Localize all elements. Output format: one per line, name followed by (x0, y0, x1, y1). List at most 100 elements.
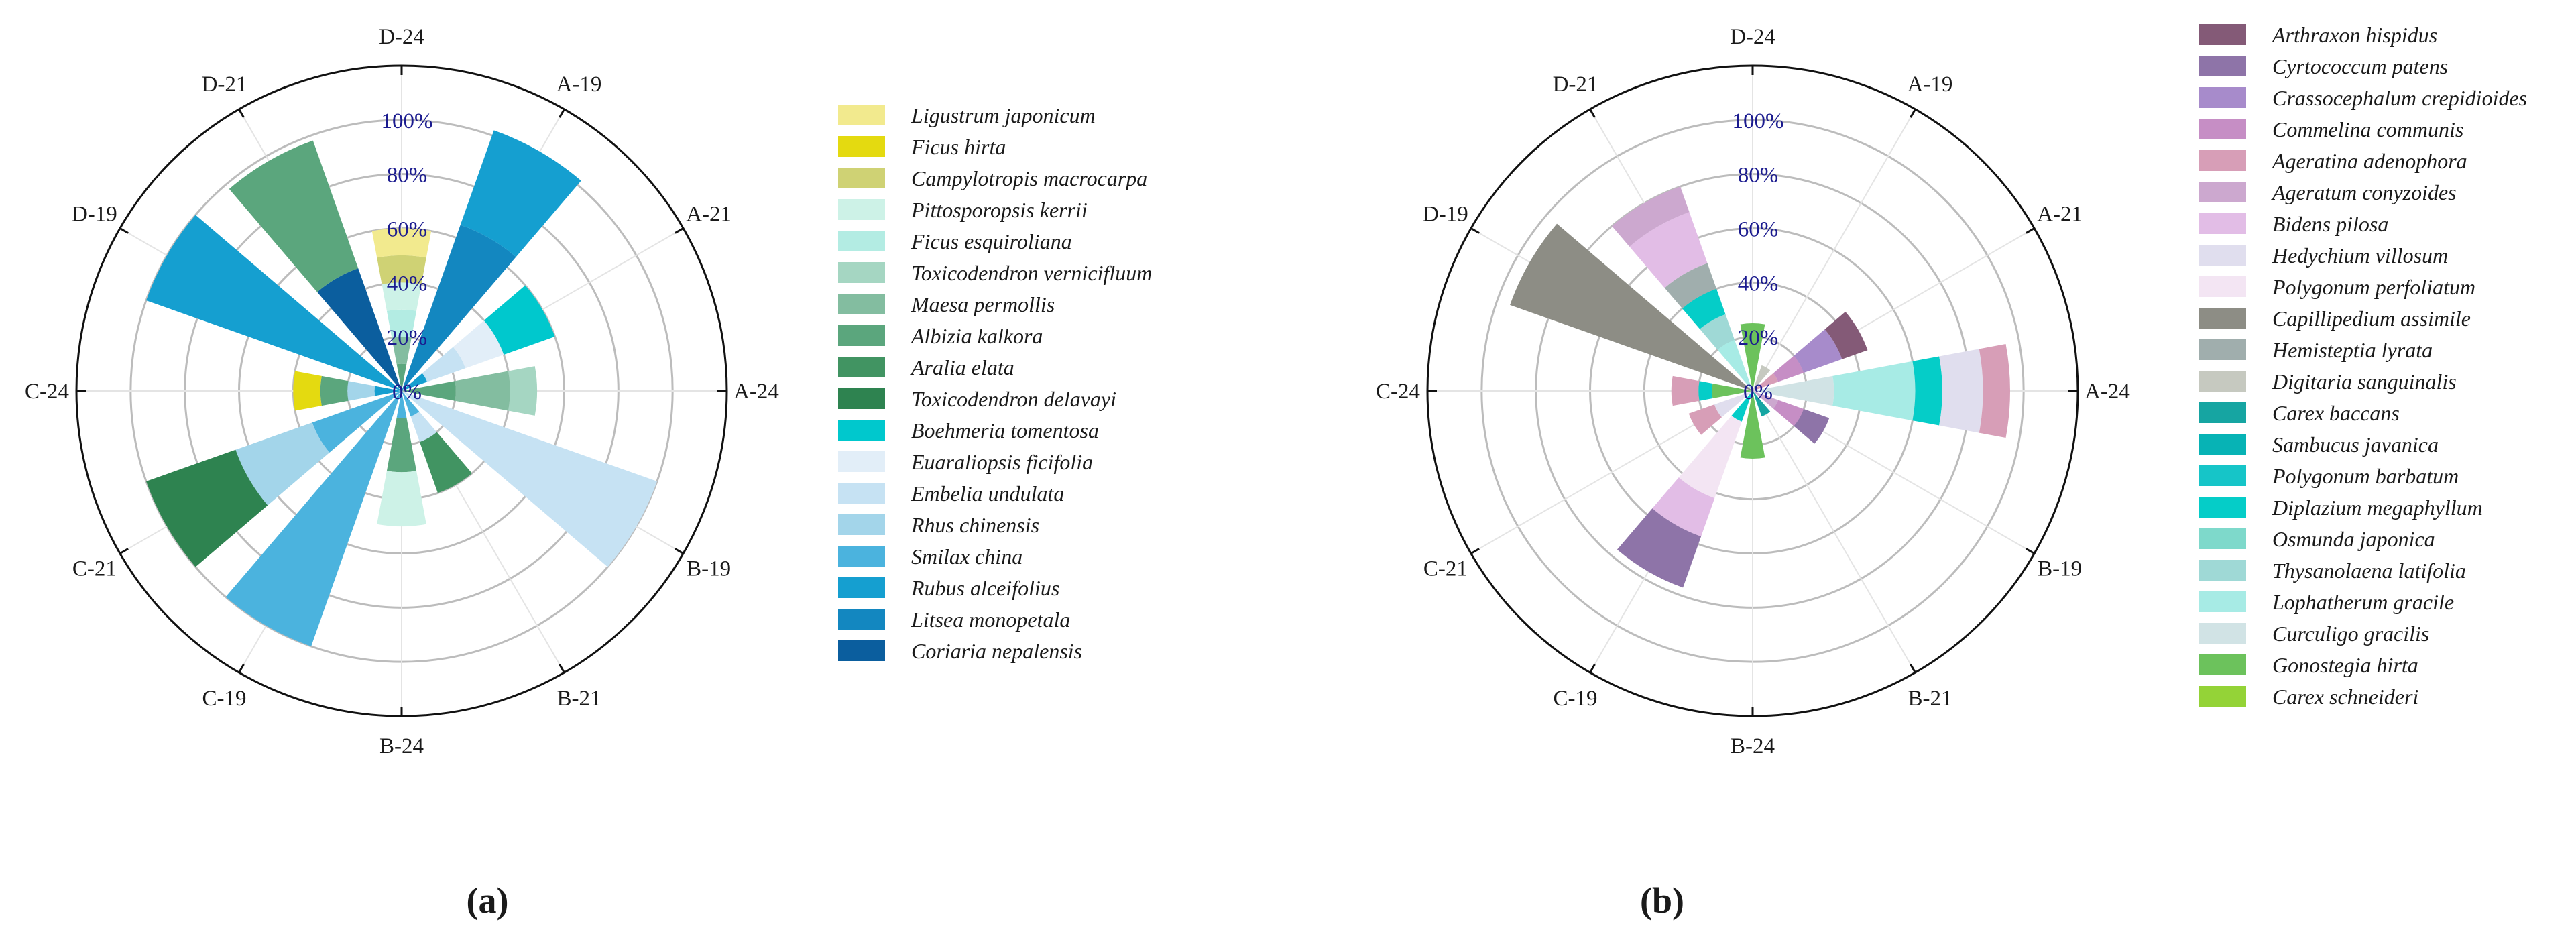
bar-c-21-rhus-chinensis (235, 422, 330, 506)
legend-swatch-commelina-communis (2199, 119, 2246, 139)
bar-b-24-albizia-kalkora (386, 417, 417, 473)
bar-b-24-gonostegia-hirta (1740, 391, 1765, 459)
spoke-b-21-b (1752, 390, 1916, 673)
legend-item-sambucus-javanica: Sambucus javanica (2199, 432, 2439, 457)
legend-a: Ligustrum japonicum Ficus hirta Campylotro… (838, 103, 1152, 663)
legend-label-gonostegia-hirta: Gonostegia hirta (2272, 653, 2418, 677)
legend-item-bidens-pilosa: Bidens pilosa (2199, 212, 2388, 236)
category-label-c-21-b: C-21 (1423, 557, 1468, 581)
bar-b-21-aralia-elata (419, 432, 472, 493)
legend-item-hedychium-villosum: Hedychium villosum (2199, 243, 2448, 268)
legend-swatch-albizia-kalkora (838, 325, 885, 346)
legend-label-lophatherum-gracile: Lophatherum gracile (2272, 590, 2454, 614)
legend-label-polygonum-perfoliatum: Polygonum perfoliatum (2272, 275, 2475, 299)
radial-label-20-b: 20% (1738, 326, 1779, 350)
legend-label-rubus-alceifolius: Rubus alceifolius (911, 576, 1059, 600)
legend-swatch-pittosporopsis-kerrii (838, 199, 885, 220)
category-label-d-24-a: D-24 (379, 25, 424, 49)
bar-a-19-digitaria-sanguinalis (1753, 365, 1771, 391)
legend-item-albizia-kalkora: Albizia kalkora (838, 324, 1043, 348)
category-label-d-21-b: D-21 (1553, 72, 1598, 97)
legend-item-campylotropis-macrocarpa: Campylotropis macrocarpa (838, 166, 1147, 190)
bar-a-21-boehmeria-tomentosa (483, 285, 555, 355)
legend-swatch-gonostegia-hirta (2199, 654, 2246, 675)
polar-chart-a: D-24 A-19 A-21 A-24 B-19 B-21 B-24 C-19 C-21 C-24… (25, 25, 779, 758)
category-label-d-24-b: D-24 (1730, 25, 1775, 49)
legend-label-curculigo-gracilis: Curculigo gracilis (2272, 622, 2429, 646)
bar-c-24-rhus-chinensis (347, 381, 375, 401)
bar-a-24-curculigo-gracilis (1753, 375, 1834, 406)
tick-mark-a-19-a (559, 109, 565, 118)
category-label-a-24-b: A-24 (2085, 379, 2130, 404)
legend-label-coriaria-nepalensis: Coriaria nepalensis (911, 639, 1082, 663)
bar-b-21-embelia-undulata (410, 411, 437, 443)
bar-a-24-ageratina-adenophora (1979, 344, 2010, 438)
category-label-c-19-b: C-19 (1554, 687, 1598, 711)
tick-mark-d-19-a (119, 227, 129, 234)
legend-item-ageratina-adenophora: Ageratina adenophora (2199, 149, 2467, 173)
legend-item-coriaria-nepalensis: Coriaria nepalensis (838, 639, 1082, 663)
legend-item-rubus-alceifolius: Rubus alceifolius (838, 576, 1059, 600)
legend-swatch-litsea-monopetala (838, 609, 885, 630)
category-label-c-24-b: C-24 (1376, 379, 1420, 404)
category-label-c-19-a: C-19 (202, 687, 247, 711)
legend-item-embelia-undulata: Embelia undulata (838, 481, 1064, 506)
bar-a-21-rubus-alceifolius (402, 373, 428, 391)
bar-a-24-toxicodendron-vernicifluum (508, 366, 538, 416)
legend-item-cyrtococcum-patens: Cyrtococcum patens (2199, 54, 2448, 78)
bar-a-24-lophatherum-gracile (1832, 361, 1916, 421)
bar-c-24-diplazium-megaphyllum (1698, 381, 1713, 401)
legend-swatch-carex-schneideri (2199, 686, 2246, 707)
radial-label-100-b: 100% (1733, 109, 1784, 133)
tick-mark-d-21-a (238, 109, 245, 118)
legend-item-commelina-communis: Commelina communis (2199, 117, 2463, 141)
legend-label-polygonum-barbatum: Polygonum barbatum (2272, 464, 2459, 488)
legend-item-curculigo-gracilis: Curculigo gracilis (2199, 622, 2429, 646)
bar-c-21-toxicodendron-delavayi (146, 449, 268, 567)
legend-item-litsea-monopetala: Litsea monopetala (838, 607, 1070, 632)
panel-label-b: (b) (1640, 880, 1684, 921)
legend-label-carex-schneideri: Carex schneideri (2272, 685, 2418, 709)
legend-swatch-capillipedium-assimile (2199, 308, 2246, 329)
tick-mark-c-21-b (1470, 548, 1480, 554)
legend-label-crassocephalum-crepidioides: Crassocephalum crepidioides (2272, 86, 2527, 110)
bar-d-21-diplazium-megaphyllum (1682, 288, 1726, 329)
bar-a-24-albizia-kalkora (402, 381, 456, 401)
tick-mark-a-21-a (675, 227, 684, 234)
legend-item-toxicodendron-vernicifluum: Toxicodendron vernicifluum (838, 261, 1152, 285)
legend-swatch-crassocephalum-crepidioides (2199, 87, 2246, 108)
category-label-a-21-b: A-21 (2037, 202, 2083, 227)
legend-swatch-embelia-undulata (838, 483, 885, 504)
bar-d-21-lophatherum-gracile (1717, 339, 1753, 391)
legend-label-hedychium-villosum: Hedychium villosum (2272, 243, 2448, 268)
tick-mark-d-21-b (1589, 109, 1596, 118)
legend-item-lophatherum-gracile: Lophatherum gracile (2199, 590, 2454, 614)
tick-mark-d-19-b (1470, 227, 1480, 234)
legend-label-sambucus-javanica: Sambucus javanica (2272, 432, 2439, 457)
bar-d-21-thysanolaena-latifolia (1700, 314, 1735, 350)
category-label-c-21-a: C-21 (72, 557, 117, 581)
legend-item-pittosporopsis-kerrii: Pittosporopsis kerrii (838, 198, 1088, 222)
legend-item-thysanolaena-latifolia: Thysanolaena latifolia (2199, 559, 2466, 583)
bar-c-24-gonostegia-hirta (1712, 383, 1753, 399)
bar-d-21-bidens-pilosa (1629, 212, 1708, 288)
legend-label-toxicodendron-vernicifluum: Toxicodendron vernicifluum (911, 261, 1152, 285)
legend-label-bidens-pilosa: Bidens pilosa (2272, 212, 2388, 236)
legend-item-euaraliopsis-ficifolia: Euaraliopsis ficifolia (838, 450, 1093, 474)
legend-swatch-carex-baccans (2199, 402, 2246, 423)
legend-label-carex-baccans: Carex baccans (2272, 401, 2400, 425)
legend-label-boehmeria-tomentosa: Boehmeria tomentosa (911, 418, 1099, 443)
bar-a-21-crassocephalum-crepidioides (1794, 329, 1842, 373)
legend-item-rhus-chinensis: Rhus chinensis (838, 513, 1039, 537)
legend-swatch-aralia-elata (838, 357, 885, 377)
bar-c-21-smilax-china (312, 391, 402, 453)
legend-label-arthraxon-hispidus: Arthraxon hispidus (2271, 23, 2437, 47)
legend-swatch-ligustrum-japonicum (838, 105, 885, 125)
bar-c-19-smilax-china (225, 391, 402, 646)
legend-swatch-coriaria-nepalensis (838, 640, 885, 661)
category-label-a-24-a: A-24 (734, 379, 779, 404)
legend-label-digitaria-sanguinalis: Digitaria sanguinalis (2272, 369, 2457, 394)
legend-item-toxicodendron-delavayi: Toxicodendron delavayi (838, 387, 1116, 411)
legend-swatch-bidens-pilosa (2199, 213, 2246, 234)
category-label-b-21-b: B-21 (1908, 687, 1952, 711)
